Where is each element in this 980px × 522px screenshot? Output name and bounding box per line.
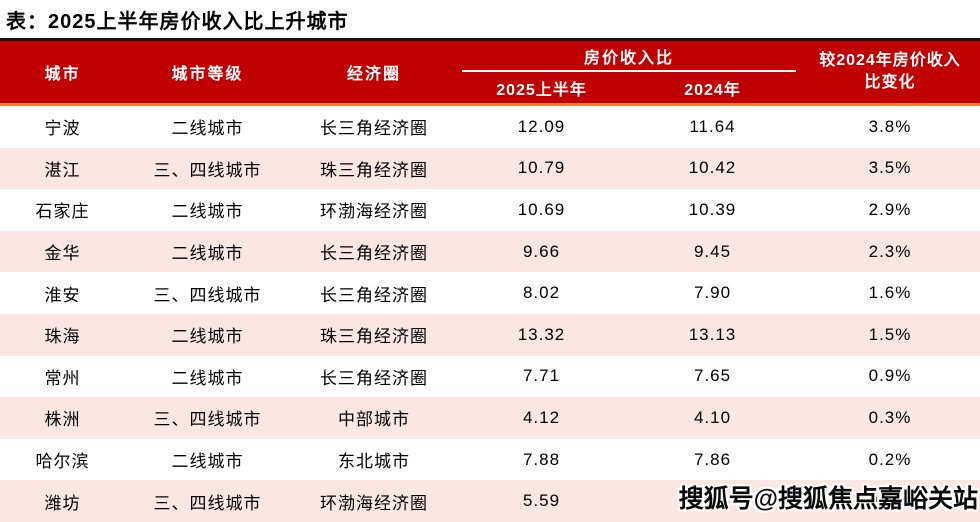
- cell-ratio-2024: 7.65: [693, 366, 732, 386]
- cell-tier: 二线城市: [171, 368, 244, 388]
- cell-city: 宁波: [44, 119, 81, 139]
- page-title: 表：2025上半年房价收入比上升城市: [6, 11, 349, 33]
- cell-change: 0.3%: [868, 407, 912, 427]
- ratio-subheaders: 2025上半年 2024年: [458, 72, 800, 103]
- table-row: 珠海 二线城市 珠三角经济圈 13.32 13.13 1.5%: [0, 313, 980, 356]
- cell-zone: 长三角经济圈: [320, 285, 428, 305]
- header-divider-line: [462, 70, 796, 72]
- cell-change: 0.9%: [868, 366, 912, 386]
- cell-change: 0.2%: [868, 491, 912, 511]
- cell-ratio-2025h1: 10.69: [517, 199, 566, 219]
- cell-ratio-2025h1: 9.66: [522, 241, 561, 261]
- cell-tier: 二线城市: [171, 202, 244, 222]
- cell-ratio-2024: 7.86: [693, 449, 732, 469]
- table-top-border: [0, 38, 980, 41]
- cell-zone: 珠三角经济圈: [320, 327, 428, 347]
- table-row: 宁波 二线城市 长三角经济圈 12.09 11.64 3.8%: [0, 106, 980, 148]
- cell-tier: 二线城市: [171, 244, 244, 264]
- cell-change: 2.3%: [868, 241, 912, 261]
- cell-city: 哈尔滨: [35, 452, 90, 472]
- watermark: 搜狐号@搜狐焦点嘉峪关站: [678, 485, 978, 513]
- cell-zone: 环渤海经济圈: [320, 202, 428, 222]
- cell-ratio-2025h1: 7.88: [522, 449, 561, 469]
- cell-ratio-2024: 7.90: [693, 283, 732, 303]
- table-row: 湛江 三、四线城市 珠三角经济圈 10.79 10.42 3.5%: [0, 147, 980, 190]
- cell-ratio-2024: 9.45: [693, 241, 732, 261]
- table-row: 潍坊 三、四线城市 环渤海经济圈 5.59 5.58 0.2%: [0, 480, 980, 522]
- cell-change: 2.9%: [868, 199, 912, 219]
- cell-ratio-2025h1: 8.02: [522, 283, 561, 303]
- column-header-ratio-group: 房价收入比: [583, 49, 674, 67]
- cell-zone: 长三角经济圈: [320, 119, 428, 139]
- cell-zone: 珠三角经济圈: [320, 160, 428, 180]
- cell-tier: 三、四线城市: [153, 410, 262, 430]
- table-row: 常州 二线城市 长三角经济圈 7.71 7.65 0.9%: [0, 355, 980, 398]
- column-header-change: 较2024年房价收入比变化: [819, 52, 961, 91]
- cell-tier: 三、四线城市: [153, 493, 262, 513]
- cell-change: 3.5%: [868, 158, 912, 178]
- column-header-2024: 2024年: [684, 81, 741, 99]
- cell-city: 常州: [44, 368, 81, 388]
- cell-city: 湛江: [44, 160, 81, 180]
- cell-ratio-2025h1: 13.32: [517, 324, 566, 344]
- cell-tier: 二线城市: [171, 119, 244, 139]
- cell-change: 1.5%: [868, 324, 912, 344]
- column-header-city: 城市: [44, 66, 81, 83]
- cell-city: 淮安: [44, 285, 81, 305]
- cell-city: 株洲: [44, 410, 81, 430]
- cell-zone: 长三角经济圈: [320, 244, 428, 264]
- cell-ratio-2024: 13.13: [688, 324, 737, 344]
- cell-zone: 中部城市: [338, 410, 410, 430]
- cell-city: 珠海: [44, 327, 81, 347]
- cell-ratio-2025h1: 10.79: [517, 158, 566, 178]
- cell-zone: 长三角经济圈: [320, 368, 428, 388]
- cell-ratio-2025h1: 5.59: [522, 491, 561, 511]
- column-header-tier: 城市等级: [171, 66, 244, 83]
- cell-ratio-2024: 4.10: [693, 407, 732, 427]
- cell-zone: 环渤海经济圈: [320, 493, 428, 513]
- cell-ratio-2024: 5.58: [693, 491, 732, 511]
- table-row: 金华 二线城市 长三角经济圈 9.66 9.45 2.3%: [0, 230, 980, 273]
- table-row: 株洲 三、四线城市 中部城市 4.12 4.10 0.3%: [0, 397, 980, 439]
- cell-ratio-2025h1: 4.12: [522, 407, 561, 427]
- table-row: 哈尔滨 二线城市 东北城市 7.88 7.86 0.2%: [0, 438, 980, 481]
- column-header-2025h1: 2025上半年: [496, 81, 587, 99]
- table-header-row: 城市 城市等级 经济圈 房价收入比 2025上半年 2024年 较2024年房价…: [0, 41, 980, 103]
- cell-ratio-2024: 10.42: [688, 158, 737, 178]
- cell-ratio-2025h1: 12.09: [517, 116, 566, 136]
- header-bottom-accent: [0, 103, 980, 106]
- cell-zone: 东北城市: [338, 452, 410, 472]
- table-body: 宁波 二线城市 长三角经济圈 12.09 11.64 3.8% 湛江 三、四线城…: [0, 106, 980, 522]
- cell-ratio-2025h1: 7.71: [522, 366, 561, 386]
- cell-tier: 三、四线城市: [153, 160, 262, 180]
- cell-city: 石家庄: [35, 202, 90, 222]
- cell-city: 潍坊: [44, 493, 81, 513]
- cell-ratio-2024: 11.64: [689, 116, 736, 136]
- cell-ratio-2024: 10.39: [688, 199, 737, 219]
- column-header-zone: 经济圈: [346, 66, 401, 83]
- cell-tier: 二线城市: [171, 327, 244, 347]
- cell-tier: 三、四线城市: [153, 285, 262, 305]
- table-row: 淮安 三、四线城市 长三角经济圈 8.02 7.90 1.6%: [0, 272, 980, 314]
- cell-city: 金华: [44, 244, 81, 264]
- cell-tier: 二线城市: [171, 452, 244, 472]
- table-row: 石家庄 二线城市 环渤海经济圈 10.69 10.39 2.9%: [0, 189, 980, 231]
- cell-change: 1.6%: [868, 283, 912, 303]
- cell-change: 3.8%: [868, 116, 912, 136]
- column-group-ratio: 房价收入比 2025上半年 2024年: [458, 41, 800, 103]
- cell-change: 0.2%: [868, 449, 912, 469]
